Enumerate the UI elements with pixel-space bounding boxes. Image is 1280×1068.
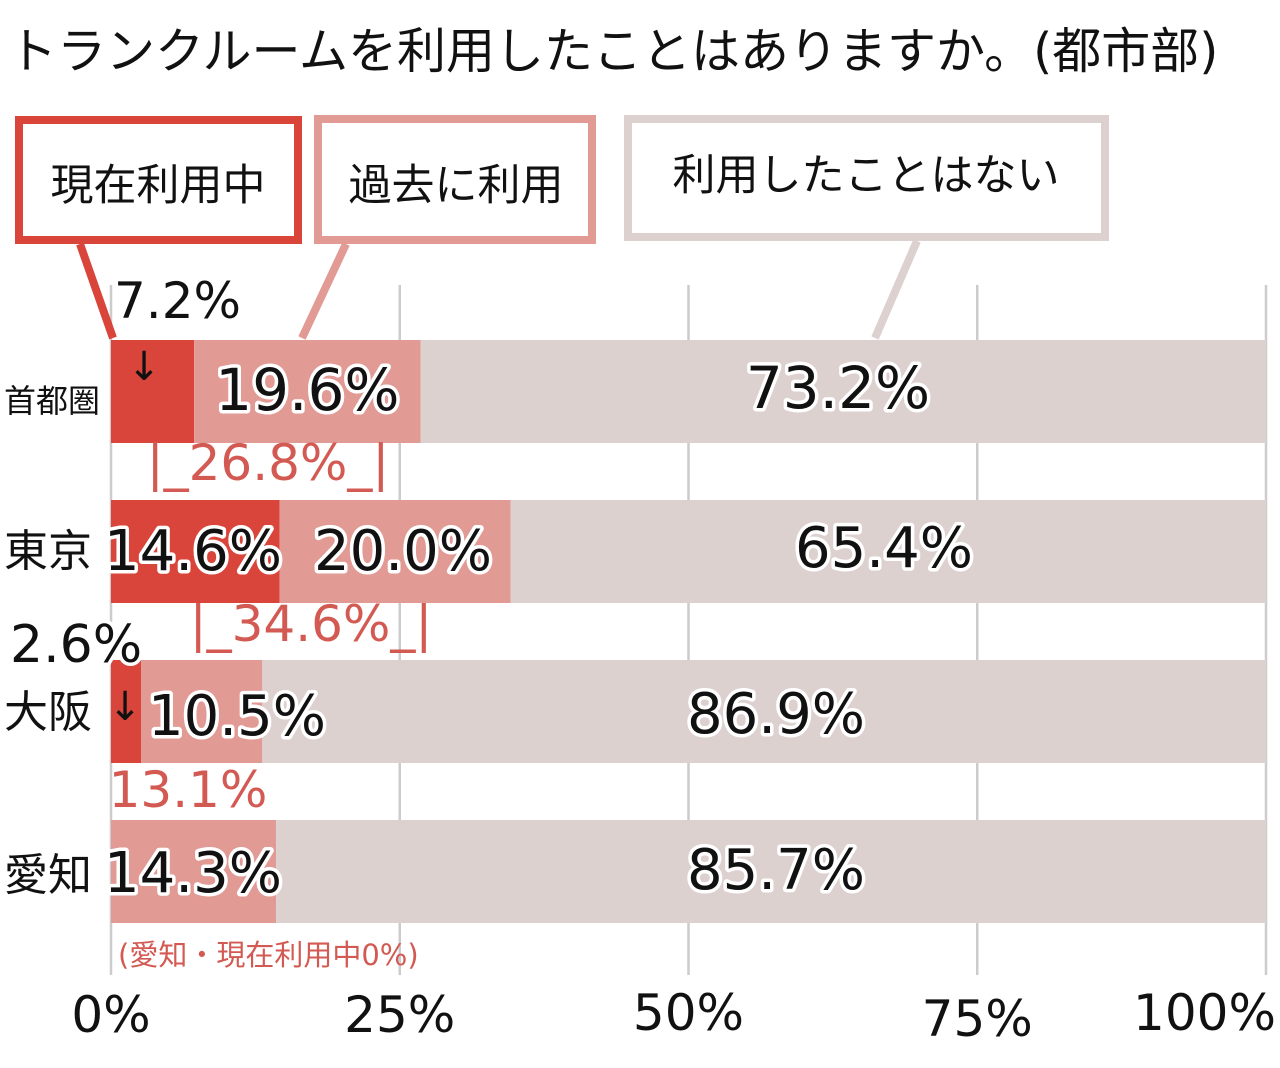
legend: 現在利用中 過去に利用 利用したことはない <box>15 115 1109 244</box>
value-label: 86.9% <box>687 682 865 747</box>
value-label: 85.7% <box>687 838 865 903</box>
footnote: (愛知・現在利用中0%) <box>118 938 419 972</box>
subtotal-label: |_34.6%_| <box>190 595 433 653</box>
legend-box <box>15 116 302 244</box>
bar-segment <box>141 660 263 763</box>
x-tick-label: 50% <box>633 984 744 1042</box>
legend-leader-lines <box>76 239 921 340</box>
category-label: 大阪 <box>4 687 92 738</box>
bars <box>111 340 1266 923</box>
value-label: 14.3% <box>104 841 282 906</box>
category-label: 東京 <box>4 526 92 577</box>
value-label: 2.6% <box>10 615 142 675</box>
value-label: 14.6% <box>104 519 282 584</box>
value-label: 20.0% <box>314 519 492 584</box>
bar-segment <box>262 660 1266 763</box>
chart-title: トランクルームを利用したことはありますか。(都市部) <box>8 23 1218 80</box>
x-tick-label: 25% <box>344 986 455 1044</box>
legend-label: 現在利用中 <box>51 161 266 211</box>
legend-box <box>624 115 1109 241</box>
x-axis-ticks: 0% 25% 50% 75% 100% <box>71 984 1276 1048</box>
x-tick-label: 0% <box>71 986 150 1044</box>
bar-segment <box>279 500 511 603</box>
arrow-glyph: ↓ <box>108 684 142 730</box>
bar-segment <box>420 340 1266 443</box>
category-label: 愛知 <box>4 850 92 901</box>
value-label: 7.2% <box>114 272 241 330</box>
legend-label: 過去に利用 <box>349 161 564 211</box>
subtotal-label: |_26.8%_| <box>147 434 390 492</box>
legend-label: 利用したことはない <box>673 151 1060 201</box>
value-label: 19.6% <box>215 356 399 424</box>
bar-segment <box>194 340 421 443</box>
category-label: 首都圏 <box>4 382 100 420</box>
bar-segment <box>111 340 195 443</box>
subtotal-label: 13.1% <box>109 761 268 819</box>
value-label: 65.4% <box>795 516 973 581</box>
legend-box <box>314 115 596 244</box>
bar-segment <box>510 500 1266 603</box>
x-tick-label: 75% <box>922 990 1033 1048</box>
leader-line <box>871 239 921 340</box>
value-labels: 7.2% 19.6% 73.2% 14.6% 20.0% 65.4% 2.6%10.5% 86… <box>7 269 977 910</box>
arrow-glyph: ↓ <box>127 344 161 390</box>
bar-segment <box>276 820 1266 923</box>
bar-segment <box>111 820 277 923</box>
bar-segment <box>111 500 280 603</box>
value-label: 73.2% <box>746 354 930 422</box>
bar-segment <box>111 660 142 763</box>
x-tick-label: 100% <box>1133 984 1276 1042</box>
value-label: 10.5% <box>148 684 326 749</box>
leader-line <box>298 242 350 340</box>
leader-line <box>76 242 117 340</box>
